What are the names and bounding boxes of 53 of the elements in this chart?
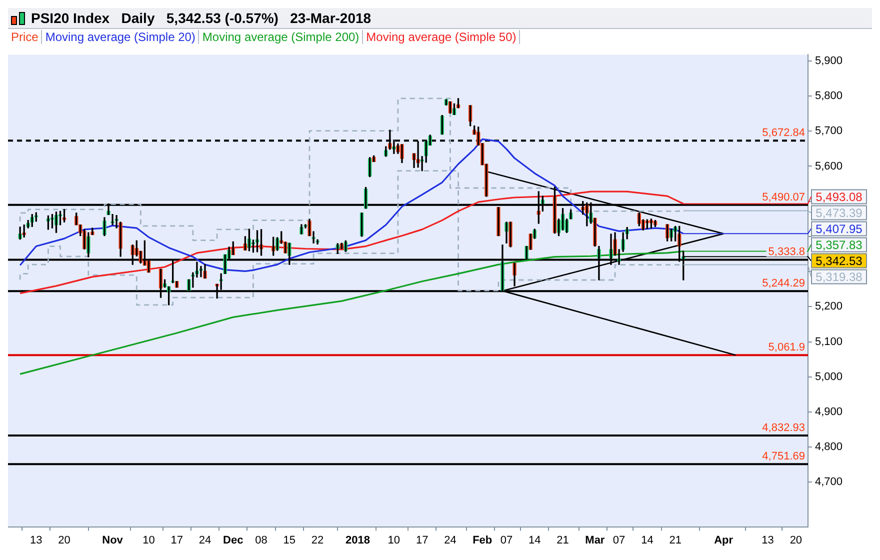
- x-tick-label: 24: [198, 534, 212, 546]
- x-tick-label: 14: [528, 534, 541, 546]
- y-tick-label: 5,000: [815, 370, 843, 383]
- ref-line-label: 5,672.84: [762, 127, 805, 140]
- x-tick-label: 21: [669, 534, 682, 546]
- x-tick-label: 07: [500, 534, 513, 546]
- x-tick-label: 10: [388, 534, 400, 546]
- x-tick-label: 10: [142, 534, 155, 546]
- x-tick-label: 13: [30, 534, 42, 546]
- annotation: 5,407.95: [816, 222, 863, 236]
- ref-line-label: 4,832.93: [762, 422, 805, 434]
- x-tick-label: 08: [255, 534, 268, 546]
- chart-title: PSI20 Index Daily 5,342.53 (-0.57%) 23-Mar-2018: [31, 10, 372, 26]
- ref-line-label: 4,751.69: [762, 450, 805, 463]
- annotation: 5,357.83: [816, 238, 863, 252]
- annotation: 5,473.39: [816, 206, 863, 220]
- annotation: 5,319.38: [816, 270, 863, 284]
- ref-line-label: 5,490.07: [762, 191, 805, 204]
- text: Moving average (Simple 200): [199, 30, 364, 44]
- y-tick-label: 4,900: [815, 406, 843, 418]
- y-tick-label: 5,900: [815, 54, 843, 67]
- x-tick-label: 15: [283, 534, 296, 546]
- x-tick-label: Feb: [472, 534, 492, 546]
- ref-line-label: 5,244.29: [762, 278, 805, 290]
- y-tick-label: 5,800: [815, 90, 843, 102]
- x-tick-label: 17: [416, 534, 428, 546]
- y-tick-label: 4,800: [815, 441, 843, 454]
- x-tick-label: 22: [311, 534, 324, 546]
- annotation: 5,493.08: [816, 190, 863, 204]
- x-tick-label: 20: [58, 534, 70, 546]
- y-tick-label: 5,600: [815, 160, 843, 172]
- x-tick-label: 13: [762, 534, 774, 546]
- x-tick-label: 14: [641, 534, 654, 546]
- x-tick-label: 21: [556, 534, 569, 546]
- ref-line-label: 5,333.8: [768, 246, 805, 258]
- x-tick-label: 07: [612, 534, 626, 546]
- x-tick-label: 20: [790, 534, 802, 546]
- y-tick-label: 4,700: [815, 476, 843, 488]
- y-tick-label: 5,700: [815, 125, 843, 138]
- x-tick-label: Dec: [223, 534, 244, 546]
- ref-line-label: 5,061.9: [768, 342, 805, 354]
- text: Moving average (Simple 50): [363, 30, 520, 44]
- x-tick-label: 17: [170, 534, 183, 546]
- text: Price: [8, 30, 42, 44]
- x-tick-label: Apr: [714, 534, 734, 546]
- x-tick-label: Mar: [585, 534, 606, 546]
- y-tick-label: 5,100: [815, 336, 843, 348]
- x-tick-label: 24: [444, 534, 456, 546]
- x-tick-label: 2018: [346, 534, 370, 546]
- y-tick-label: 5,200: [815, 300, 843, 313]
- text: Moving average (Simple 20): [42, 30, 200, 44]
- annotation: 5,342.53: [816, 254, 863, 268]
- x-tick-label: Nov: [102, 534, 124, 546]
